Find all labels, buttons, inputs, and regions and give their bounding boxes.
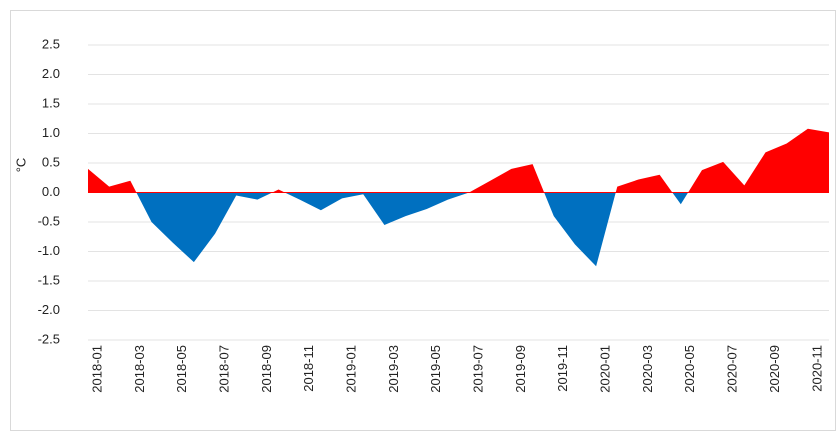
x-tick-label: 2020-07 — [725, 345, 740, 393]
x-tick-label: 2020-05 — [682, 345, 697, 393]
x-tick-label: 2020-03 — [640, 345, 655, 393]
y-tick-label: 1.0 — [42, 125, 60, 140]
x-tick-label: 2019-09 — [513, 345, 528, 393]
x-tick-label: 2018-01 — [89, 345, 104, 393]
y-tick-label: -0.5 — [38, 213, 60, 228]
x-tick-label: 2019-03 — [386, 345, 401, 393]
x-tick-label: 2019-07 — [471, 345, 486, 393]
x-tick-label: 2018-07 — [216, 345, 231, 393]
y-tick-label: 1.5 — [42, 95, 60, 110]
y-tick-label: 2.5 — [42, 36, 60, 51]
x-tick-label: 2018-05 — [174, 345, 189, 393]
x-tick-label: 2018-09 — [259, 345, 274, 393]
y-tick-label: 0.0 — [42, 184, 60, 199]
positive-area — [88, 128, 829, 193]
y-tick-label: -1.5 — [38, 272, 60, 287]
x-tick-label: 2020-09 — [767, 345, 782, 393]
y-tick-label: 0.5 — [42, 154, 60, 169]
x-tick-label: 2018-11 — [301, 345, 316, 392]
negative-area — [88, 192, 829, 267]
x-tick-label: 2020-01 — [598, 345, 613, 393]
x-tick-label: 2019-01 — [343, 345, 358, 393]
x-tick-label: 2018-03 — [132, 345, 147, 393]
chart-frame — [10, 10, 836, 431]
x-tick-label: 2019-11 — [555, 345, 570, 392]
y-tick-label: 2.0 — [42, 66, 60, 81]
y-tick-label: -2.5 — [38, 331, 60, 346]
y-tick-label: -1.0 — [38, 243, 60, 258]
x-tick-label: 2019-05 — [428, 345, 443, 393]
y-tick-label: -2.0 — [38, 302, 60, 317]
x-tick-label: 2020-11 — [809, 345, 824, 392]
y-axis-label: °C — [13, 158, 28, 173]
